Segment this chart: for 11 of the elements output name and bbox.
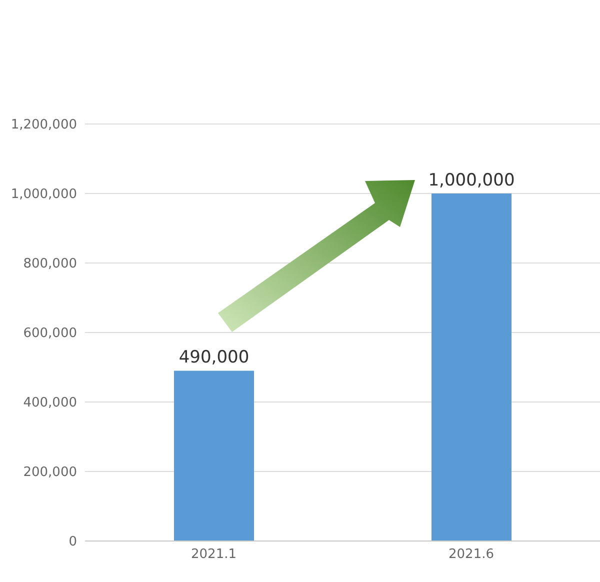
x-tick-label: 2021.1 xyxy=(191,547,236,562)
x-tick-label: 2021.6 xyxy=(448,547,494,562)
y-tick-label: 200,000 xyxy=(23,465,77,480)
y-tick-label: 1,200,000 xyxy=(10,118,77,133)
y-tick-label: 1,000,000 xyxy=(10,187,77,202)
y-tick-label: 600,000 xyxy=(23,326,77,342)
y-tick-label: 0 xyxy=(68,534,77,550)
data-label: 1,000,000 xyxy=(428,170,515,190)
data-label: 490,000 xyxy=(178,348,250,368)
y-tick-label: 800,000 xyxy=(23,256,77,272)
y-tick-label: 400,000 xyxy=(23,396,77,411)
